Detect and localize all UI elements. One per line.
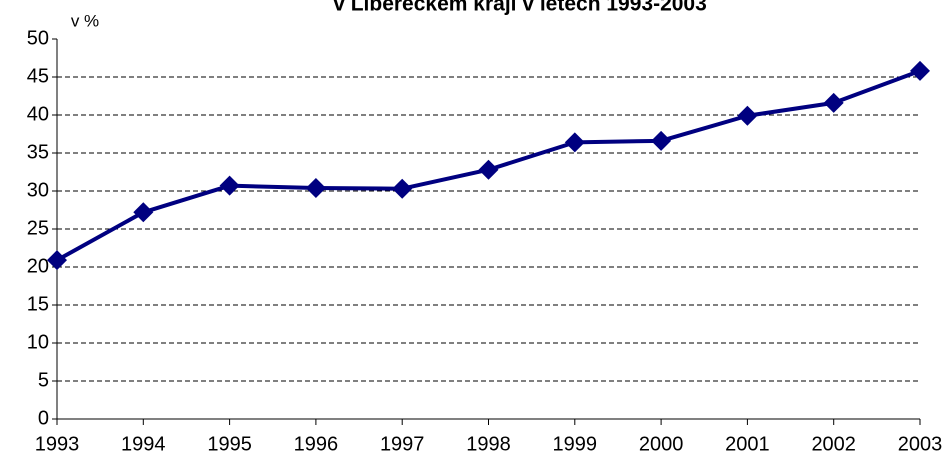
point-marker	[478, 159, 499, 180]
x-tick-label: 1996	[294, 433, 339, 455]
y-tick-label: 0	[38, 407, 49, 429]
point-marker	[823, 92, 844, 113]
y-tick-label: 40	[27, 103, 49, 125]
x-tick-label: 1997	[380, 433, 425, 455]
x-tick-label: 1999	[553, 433, 598, 455]
y-tick-label: 30	[27, 179, 49, 201]
point-marker	[305, 177, 326, 198]
x-tick-label: 2002	[811, 433, 856, 455]
x-tick-label: 1995	[207, 433, 252, 455]
y-tick-label: 5	[38, 369, 49, 391]
y-tick-label: 35	[27, 141, 49, 163]
point-marker	[737, 105, 758, 126]
point-marker	[564, 132, 585, 153]
y-axis-label: v %	[71, 11, 99, 30]
point-marker	[47, 250, 67, 271]
x-tick-label: 2000	[639, 433, 684, 455]
x-tick-label: 1994	[121, 433, 166, 455]
point-marker	[219, 175, 240, 196]
x-tick-label: 1993	[35, 433, 80, 455]
point-marker	[651, 130, 672, 151]
point-marker	[392, 178, 413, 199]
point-marker	[133, 202, 154, 223]
point-marker	[910, 60, 930, 81]
y-tick-label: 25	[27, 217, 49, 239]
y-tick-label: 50	[27, 27, 49, 49]
x-tick-label: 1998	[466, 433, 511, 455]
chart-title: v Libereckém kraji v letech 1993-2003	[333, 0, 707, 16]
x-tick-label: 2003	[898, 433, 943, 455]
y-tick-label: 15	[27, 293, 49, 315]
y-tick-label: 10	[27, 331, 49, 353]
y-tick-label: 20	[27, 255, 49, 277]
y-tick-label: 45	[27, 65, 49, 87]
x-tick-label: 2001	[725, 433, 770, 455]
